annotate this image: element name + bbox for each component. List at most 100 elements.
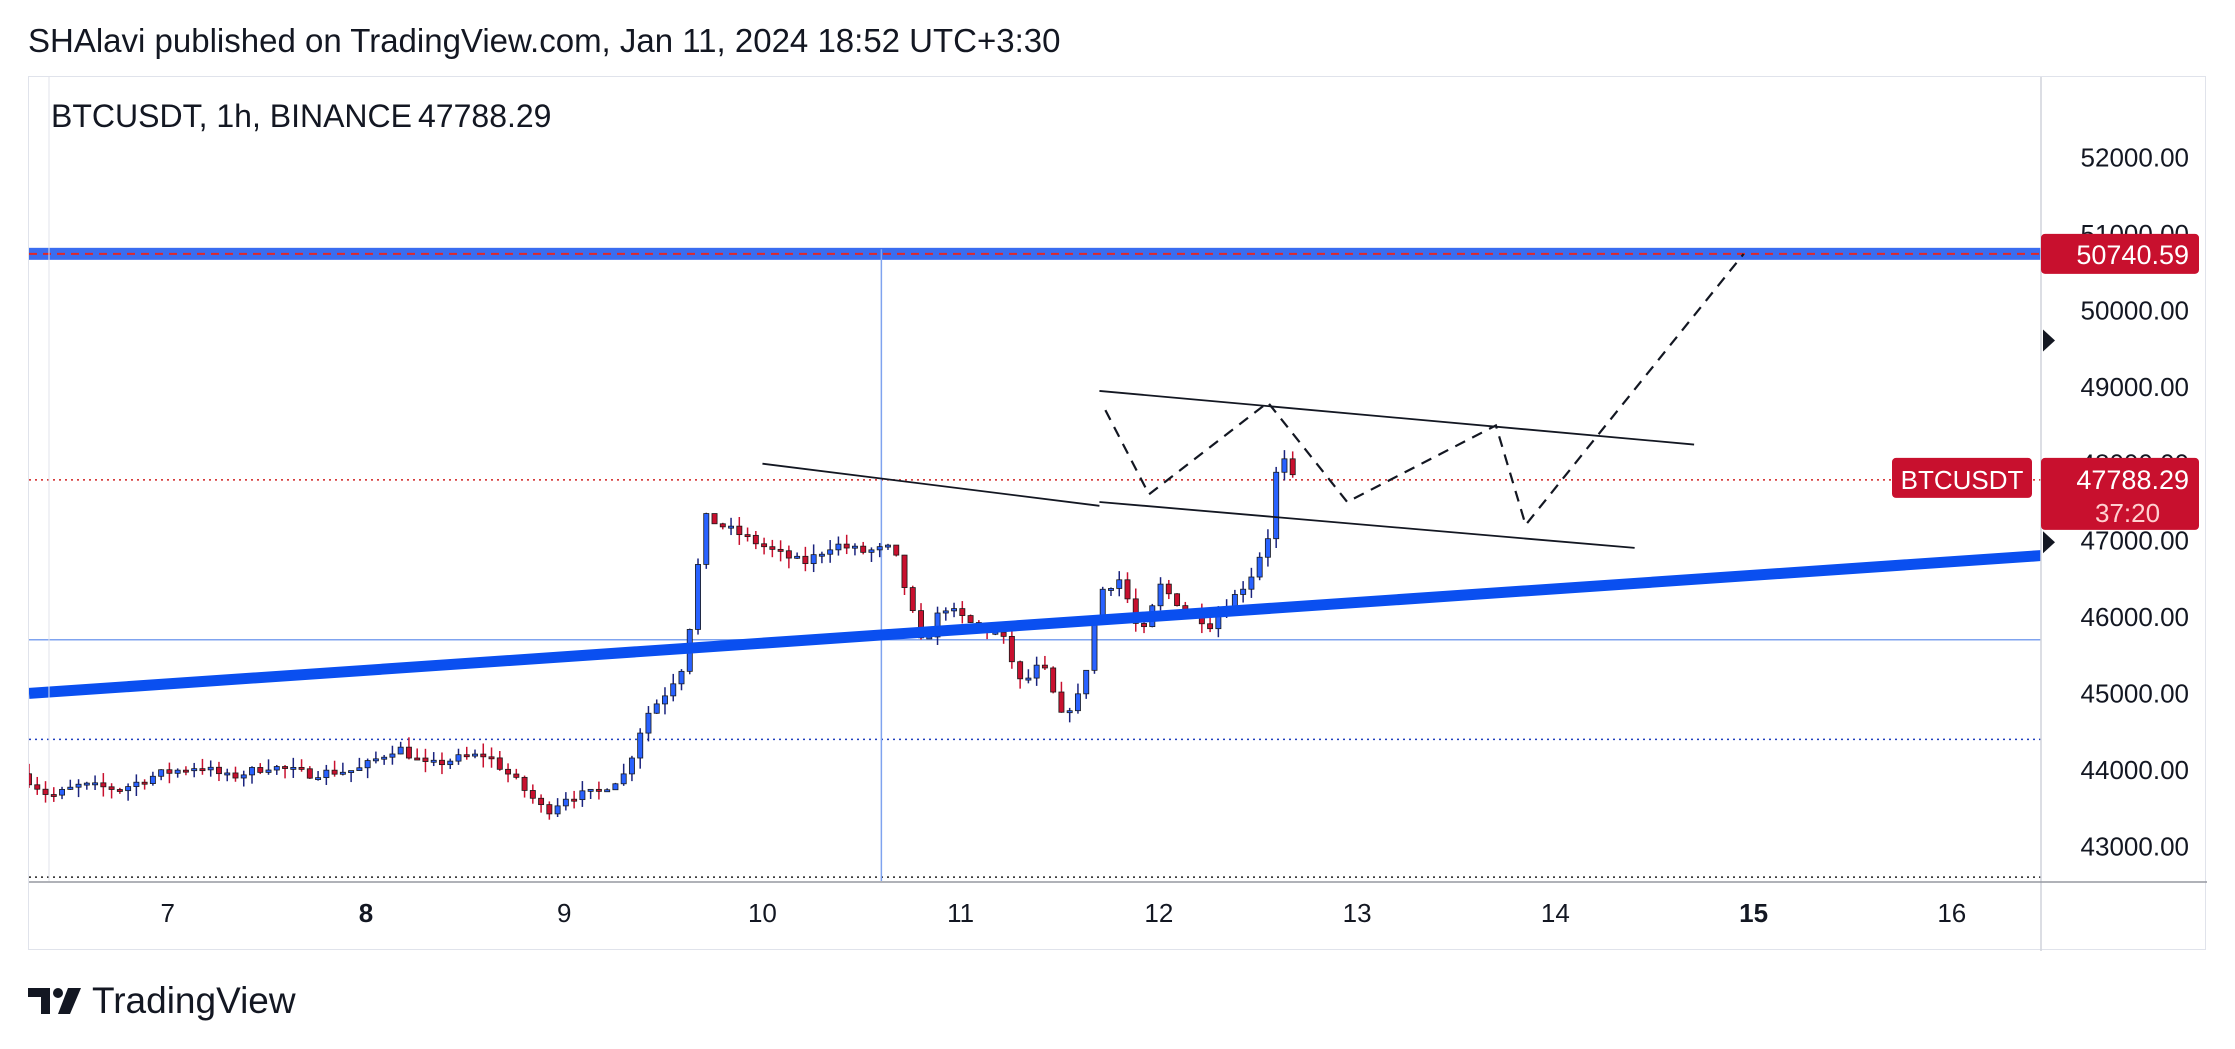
candle-body <box>562 798 569 807</box>
candle-body <box>513 773 520 778</box>
candle-body <box>794 555 801 559</box>
candle-body <box>744 534 751 538</box>
candle-body <box>257 767 264 773</box>
candle-body <box>447 760 454 766</box>
candle-body <box>1248 576 1255 590</box>
candle-body <box>1207 623 1214 630</box>
axis-marker-arrow <box>2043 329 2055 352</box>
candle-body <box>265 769 272 773</box>
candle-body <box>422 757 429 762</box>
wedge-lower-line <box>1099 501 1635 549</box>
candle-body <box>711 513 718 525</box>
candle-body <box>885 544 891 548</box>
candle-body <box>439 759 445 766</box>
candle-body <box>769 546 776 550</box>
candle-body <box>1041 664 1048 669</box>
time-tick-label: 15 <box>1739 898 1768 928</box>
candle-body <box>67 786 74 790</box>
candle-body <box>191 768 198 772</box>
candle-body <box>306 768 313 779</box>
candle-body <box>1017 661 1024 680</box>
candle-body <box>323 769 330 779</box>
candle-body <box>802 555 809 565</box>
candle-body <box>496 757 503 770</box>
candle-body <box>488 756 495 760</box>
wedge-upper-line <box>1099 390 1695 446</box>
symbol-last-price: 47788.29 <box>418 98 551 134</box>
price-tick-label: 49000.00 <box>2081 372 2189 402</box>
candle-body <box>761 543 768 548</box>
candle-body <box>777 548 784 552</box>
candle-body <box>1116 579 1123 589</box>
candle-body <box>405 746 412 759</box>
candle-body <box>620 773 627 785</box>
candle-body <box>240 774 247 779</box>
candle-body <box>42 788 49 795</box>
candle-body <box>389 753 396 758</box>
candle-body <box>678 670 685 685</box>
candle-body <box>1066 710 1073 714</box>
candle-body <box>372 758 379 762</box>
time-tick-label: 7 <box>161 898 175 928</box>
price-tick-label: 52000.00 <box>2081 142 2189 172</box>
candle-body <box>645 712 652 734</box>
candle-body <box>851 545 858 549</box>
price-tick-label: 45000.00 <box>2081 678 2189 708</box>
price-tick-label: 46000.00 <box>2081 602 2189 632</box>
candle-body <box>1132 598 1139 624</box>
candle-body <box>34 784 41 790</box>
candle-body <box>827 549 834 555</box>
resistance-price-text: 50740.59 <box>2076 240 2189 270</box>
time-tick-label: 8 <box>359 898 373 928</box>
footer-brand: TradingView <box>92 980 296 1021</box>
candle-body <box>662 695 668 705</box>
candle-body <box>901 554 908 588</box>
candle-body <box>1281 458 1288 473</box>
price-tick-label: 43000.00 <box>2081 832 2189 862</box>
candle-body <box>909 587 916 612</box>
candle-body <box>149 775 156 784</box>
chart-frame[interactable]: 43000.00 44000.00 45000.00 46000.00 47000.00… <box>28 76 2207 951</box>
candle-body <box>1025 677 1032 681</box>
candle-body <box>595 788 602 792</box>
candle-body <box>951 608 958 612</box>
candle-body <box>785 550 792 559</box>
candle-body <box>59 788 65 796</box>
candle-body <box>703 513 710 565</box>
candle-body <box>298 766 305 770</box>
time-tick-label: 10 <box>748 898 777 928</box>
candle-body <box>1058 691 1065 713</box>
candle-body <box>868 549 875 553</box>
candle-body <box>430 759 437 763</box>
candle-body <box>199 768 206 772</box>
candle-body <box>637 732 644 759</box>
candle-body <box>843 543 850 549</box>
candle-body <box>207 766 214 771</box>
time-tick-label: 16 <box>1937 898 1966 928</box>
projection-path <box>1104 253 1745 528</box>
candle-body <box>282 766 289 769</box>
time-tick-label: 14 <box>1541 898 1570 928</box>
candle-body <box>364 760 371 769</box>
candle-body <box>1074 693 1081 712</box>
candle-body <box>835 543 842 551</box>
candle-body <box>1091 623 1098 671</box>
candle-body <box>100 782 107 788</box>
tradingview-logo[interactable]: TradingView <box>28 980 296 1022</box>
candle-body <box>141 781 148 785</box>
candle-body <box>1083 669 1090 695</box>
candle-body <box>918 610 924 639</box>
candle-body <box>612 783 619 791</box>
symbol-title: BTCUSDT, 1h, BINANCE <box>51 98 412 134</box>
price-chart[interactable]: 43000.00 44000.00 45000.00 46000.00 47000.00… <box>29 77 2207 951</box>
candle-body <box>521 776 528 791</box>
candle-body <box>1256 556 1263 578</box>
candle-body <box>249 767 255 776</box>
candle-body <box>529 790 536 799</box>
candle-body <box>174 769 181 774</box>
candle-body <box>273 766 280 771</box>
candle-body <box>1008 635 1015 663</box>
candle-body <box>1141 623 1147 628</box>
symbol-tag-text: BTCUSDT <box>1901 465 2024 495</box>
candle-body <box>480 753 487 758</box>
